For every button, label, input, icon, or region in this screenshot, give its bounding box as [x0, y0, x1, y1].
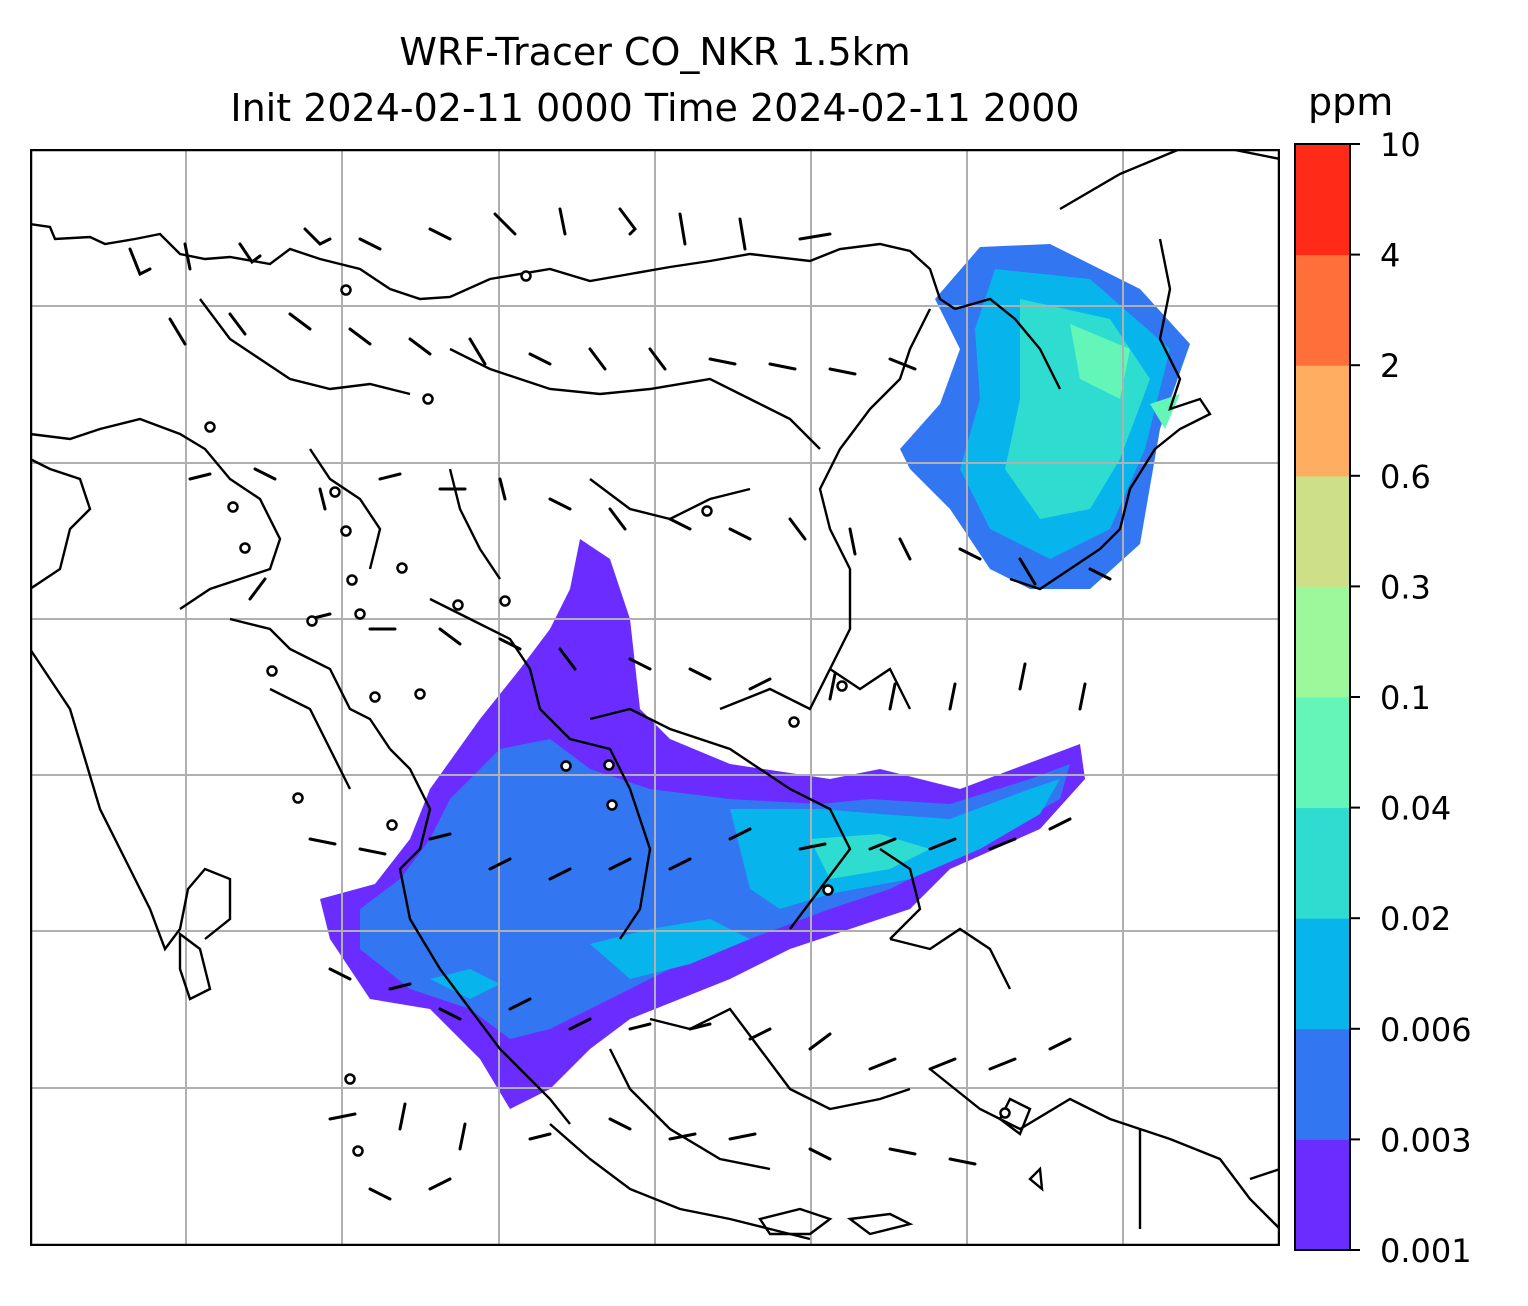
colorbar: 0.001 0.003 0.006 0.02 0.04 0.1 0.3 0.6 2 4 10 — [1294, 126, 1472, 1270]
colorbar-segment — [1295, 365, 1350, 477]
gridlines — [30, 149, 1280, 1246]
chart-title: WRF-Tracer CO_NKR 1.5km — [399, 30, 911, 74]
map-panel — [30, 149, 1280, 1246]
colorbar-tick-label: 0.003 — [1380, 1121, 1472, 1159]
colorbar-tick-label: 0.02 — [1380, 900, 1451, 938]
colorbar-segment — [1295, 475, 1350, 587]
colorbar-tick-label: 0.1 — [1380, 679, 1431, 717]
coastlines — [30, 149, 1280, 1241]
colorbar-segment — [1295, 807, 1350, 919]
chart-subtitle: Init 2024-02-11 0000 Time 2024-02-11 200… — [230, 86, 1080, 130]
colorbar-segment — [1295, 586, 1350, 698]
colorbar-tick-label: 10 — [1380, 126, 1421, 164]
colorbar-segment — [1295, 254, 1350, 366]
wind-barbs — [128, 207, 1112, 1201]
colorbar-tick-label: 0.006 — [1380, 1011, 1472, 1049]
colorbar-unit: ppm — [1308, 80, 1394, 124]
colorbar-segment — [1295, 1028, 1350, 1140]
colorbar-segment — [1295, 1139, 1350, 1251]
colorbar-segment — [1295, 697, 1350, 809]
colorbar-tick-label: 2 — [1380, 347, 1400, 385]
colorbar-tick-label: 0.6 — [1380, 458, 1431, 496]
colorbar-tick-label: 0.04 — [1380, 790, 1451, 828]
colorbar-segment — [1295, 918, 1350, 1030]
colorbar-tick-label: 0.001 — [1380, 1232, 1472, 1270]
tracer-plume-layer — [320, 244, 1190, 1109]
colorbar-tick-label: 4 — [1380, 237, 1400, 275]
colorbar-tick-label: 0.3 — [1380, 568, 1431, 606]
map-border — [30, 149, 1280, 1246]
colorbar-segment — [1295, 144, 1350, 256]
calm-wind-markers — [204, 270, 1011, 1157]
